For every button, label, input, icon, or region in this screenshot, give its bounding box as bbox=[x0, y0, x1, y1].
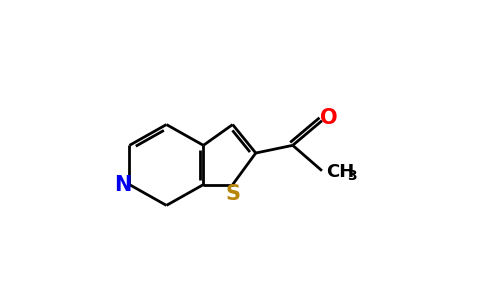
Text: 3: 3 bbox=[348, 169, 357, 183]
Text: O: O bbox=[320, 108, 338, 127]
Text: S: S bbox=[225, 184, 240, 204]
Text: CH: CH bbox=[327, 163, 355, 181]
Text: N: N bbox=[114, 175, 131, 195]
